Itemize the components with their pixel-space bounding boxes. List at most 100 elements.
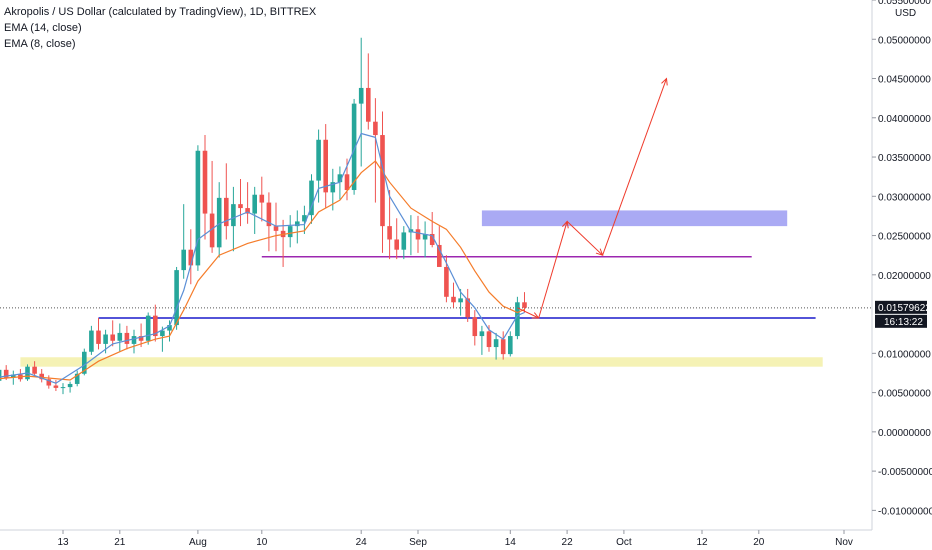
y-tick-label: 0.00000000 — [878, 428, 931, 439]
candle-body — [131, 336, 137, 344]
candle-body — [273, 226, 279, 231]
candle-body — [202, 150, 208, 214]
candle-body — [145, 315, 151, 341]
candle-body — [401, 232, 407, 250]
ema-14-line — [0, 160, 525, 381]
candle-body — [373, 121, 378, 136]
projection-segment — [566, 221, 603, 256]
candle-body — [67, 383, 73, 388]
candle-body — [330, 182, 336, 193]
y-tick-label: -0.01000000 — [878, 506, 932, 517]
x-tick-label: 24 — [356, 537, 368, 548]
candle-body — [96, 330, 101, 344]
projection-path — [517, 77, 668, 319]
candle-body — [344, 174, 350, 191]
projection-arrowhead — [661, 77, 668, 86]
candle-body — [174, 270, 179, 326]
y-tick-label: 0.03500000 — [878, 153, 931, 164]
y-tick-label: 0.03000000 — [878, 192, 931, 203]
countdown-badge: 16:13:22 — [875, 314, 927, 328]
candle-body — [500, 339, 506, 355]
candlestick-series — [0, 37, 527, 395]
target-zone — [481, 210, 788, 227]
candle-body — [486, 331, 492, 348]
symbol-title[interactable]: Akropolis / US Dollar (calculated by Tra… — [4, 6, 317, 18]
candle-body — [124, 332, 130, 344]
candle-body — [89, 330, 94, 352]
candle-body — [422, 233, 428, 240]
projection-segment — [602, 78, 667, 256]
candle-body — [209, 213, 215, 248]
y-tick-label: 0.02000000 — [878, 271, 931, 282]
candle-body — [153, 315, 158, 337]
projection-segment — [538, 221, 568, 319]
y-tick-label: 0.00500000 — [878, 389, 931, 400]
candle-body — [323, 139, 328, 193]
candle-body — [295, 221, 300, 227]
candle-body — [103, 334, 108, 344]
bar-countdown: 16:13:22 — [884, 317, 923, 328]
y-tick-label: -0.00500000 — [878, 467, 932, 478]
candle-body — [266, 202, 272, 227]
ema-series — [0, 132, 525, 384]
y-tick-label: 0.05500000 — [878, 0, 931, 7]
candle-body — [458, 298, 463, 303]
candle-body — [287, 226, 293, 238]
chart-lines — [0, 256, 872, 319]
candle-body — [309, 180, 314, 216]
time-axis[interactable]: 13 21 Aug 10 24 Sep 14 22 Oct 12 20 Nov — [57, 530, 853, 548]
last-price-label: 0.01579622 — [878, 303, 931, 314]
candle-body — [160, 330, 165, 337]
x-tick-label: Nov — [835, 537, 853, 548]
candle-body — [138, 336, 144, 341]
x-tick-label: 13 — [57, 537, 69, 548]
y-tick-label: 0.04000000 — [878, 114, 931, 125]
x-tick-label: 22 — [562, 537, 574, 548]
x-tick-label: 14 — [505, 537, 517, 548]
candle-body — [302, 215, 307, 222]
candle-body — [60, 387, 66, 389]
x-tick-label: 21 — [114, 537, 126, 548]
candle-body — [0, 369, 2, 381]
candle-body — [515, 302, 520, 337]
price-axis[interactable]: 0.05500000 0.05000000 0.04500000 0.04000000… — [872, 0, 932, 517]
candle-body — [351, 103, 357, 191]
candle-body — [337, 174, 343, 183]
candle-body — [216, 197, 222, 248]
candle-body — [472, 317, 478, 337]
chart-legend: Akropolis / US Dollar (calculated by Tra… — [4, 4, 316, 52]
ema-8-line — [0, 132, 525, 384]
candle-body — [53, 385, 59, 388]
candle-body — [437, 244, 442, 267]
candle-body — [387, 226, 392, 240]
candle-body — [252, 194, 257, 214]
candle-body — [11, 374, 16, 378]
candle-body — [415, 229, 421, 240]
candle-body — [110, 334, 115, 341]
candle-body — [380, 135, 385, 227]
candle-body — [394, 239, 399, 250]
candle-body — [479, 331, 485, 337]
candle-body — [522, 302, 527, 308]
x-tick-label: Sep — [409, 537, 427, 548]
candle-body — [231, 204, 236, 227]
x-tick-label: 12 — [696, 537, 708, 548]
demand-zone — [20, 357, 823, 367]
x-tick-label: Oct — [616, 537, 632, 548]
projection-segment — [517, 307, 539, 319]
x-tick-label: 10 — [256, 537, 268, 548]
y-tick-label: 0.05000000 — [878, 35, 931, 46]
indicator-ema-14[interactable]: EMA (14, close) — [4, 22, 82, 34]
candle-body — [117, 332, 123, 341]
candle-body — [316, 139, 321, 181]
y-tick-label: 0.04500000 — [878, 75, 931, 86]
candle-body — [451, 296, 456, 303]
candle-body — [259, 194, 265, 203]
candle-body — [3, 369, 9, 378]
candle-body — [181, 249, 186, 271]
indicator-ema-8[interactable]: EMA (8, close) — [4, 38, 76, 50]
last-price-badge: 0.01579622 — [875, 300, 931, 314]
candle-body — [245, 208, 250, 214]
x-tick-label: 20 — [753, 537, 765, 548]
